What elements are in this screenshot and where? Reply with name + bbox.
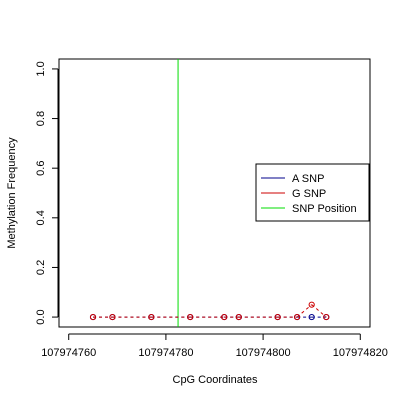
- y-tick-label: 0.8: [35, 111, 47, 126]
- x-axis-label: CpG Coordinates: [173, 374, 258, 386]
- g-snp-point: [235, 313, 242, 321]
- g-snp-point: [221, 313, 228, 321]
- x-axis: 107974760 107974780 107974800 107974820: [41, 333, 388, 359]
- series-layer: [89, 301, 330, 321]
- plot-frame: [58, 58, 371, 328]
- g-snp-point: [308, 301, 315, 308]
- legend-label-g-snp: G SNP: [292, 188, 326, 200]
- y-tick-label: 0.4: [35, 210, 47, 225]
- y-tick-label: 0.2: [35, 260, 47, 275]
- y-axis-label: Methylation Frequency: [6, 137, 18, 249]
- y-axis: 0.0 0.2 0.4 0.6 0.8 1.0: [35, 61, 59, 325]
- g-snp-point: [323, 313, 330, 321]
- x-tick-label: 107974800: [236, 347, 291, 359]
- g-snp-point: [109, 313, 116, 321]
- x-tick-label: 107974780: [138, 347, 193, 359]
- g-snp-point: [294, 313, 301, 321]
- g-snp-point: [274, 313, 281, 321]
- x-tick-label: 107974760: [41, 347, 96, 359]
- x-tick-label: 107974820: [333, 347, 388, 359]
- legend: A SNP G SNP SNP Position: [255, 163, 370, 222]
- legend-label-a-snp: A SNP: [292, 173, 324, 185]
- legend-label-snp-position: SNP Position: [292, 203, 357, 215]
- a-snp-point: [308, 313, 315, 321]
- y-tick-label: 0.6: [35, 161, 47, 176]
- g-snp-point: [89, 313, 97, 321]
- y-tick-label: 1.0: [35, 61, 47, 76]
- g-snp-point: [187, 313, 194, 321]
- g-snp-point: [148, 313, 155, 321]
- y-tick-label: 0.0: [35, 309, 47, 324]
